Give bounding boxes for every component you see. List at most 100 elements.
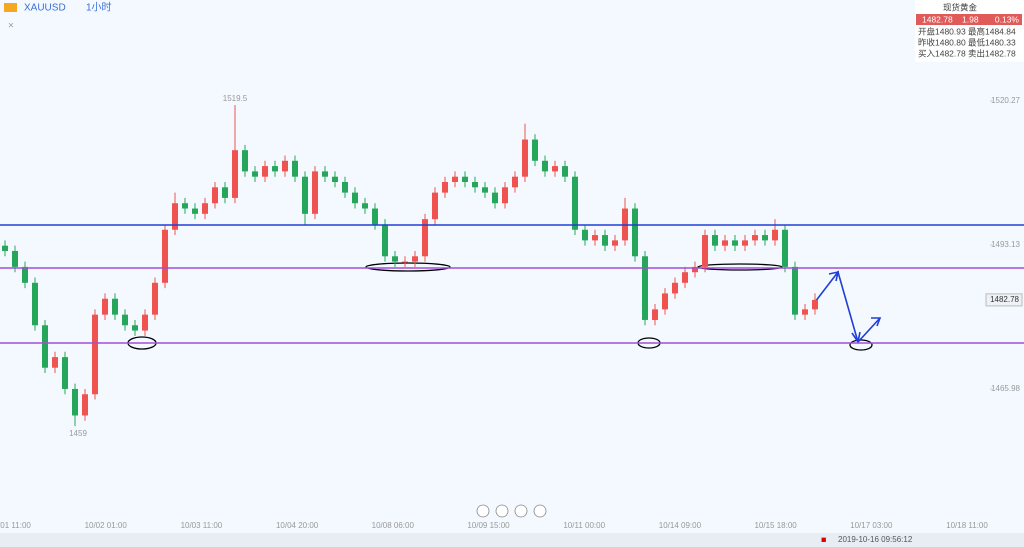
timestamp: 2019-10-16 09:56:12 — [838, 535, 913, 544]
candle-body — [402, 261, 408, 263]
candle-body — [562, 166, 568, 177]
x-tick-label: 10/03 11:00 — [181, 521, 223, 530]
candle-body — [312, 171, 318, 214]
quote-cell: 1484.84 — [985, 26, 1016, 36]
y-tick-label: 1520.27 — [991, 96, 1020, 105]
candle-body — [302, 176, 308, 214]
candle-body — [722, 240, 728, 246]
candle-body — [432, 192, 438, 220]
quote-cell: 1482.78 — [985, 48, 1016, 58]
candle-body — [112, 298, 118, 315]
candle-body — [532, 139, 538, 161]
quote-panel — [915, 0, 1024, 62]
quote-cell: 最低 — [968, 37, 986, 47]
candle-body — [792, 266, 798, 315]
candle-body — [502, 187, 508, 204]
x-tick-label: 10/08 06:00 — [372, 521, 415, 530]
candle-body — [492, 192, 498, 204]
candle-body — [322, 171, 328, 177]
candle-body — [282, 160, 288, 172]
candle-body — [582, 229, 588, 241]
candle-body — [552, 166, 558, 172]
symbol[interactable]: XAUUSD — [24, 3, 66, 14]
quote-cell: 1480.33 — [985, 37, 1016, 47]
candle-body — [272, 166, 278, 172]
interval[interactable]: 1小时 — [86, 2, 112, 14]
status-bar — [0, 533, 1024, 547]
candle-body — [752, 235, 758, 241]
y-tick-label: 1493.13 — [991, 240, 1020, 249]
x-tick-label: 10/18 11:00 — [946, 521, 988, 530]
candle-body — [512, 176, 518, 188]
candle-body — [702, 235, 708, 267]
candle-body — [2, 245, 8, 251]
x-tick-label: 10/17 03:00 — [850, 521, 893, 530]
candle-body — [162, 229, 168, 283]
flag: ■ — [821, 534, 826, 544]
zoom-controls[interactable] — [476, 504, 547, 518]
candle-body — [92, 314, 98, 395]
candle-body — [692, 266, 698, 273]
candle-body — [102, 298, 108, 315]
candles — [2, 105, 818, 427]
candle-body — [572, 176, 578, 230]
quote-change: 1.98 — [962, 14, 979, 24]
candle-body — [22, 266, 28, 283]
candle-body — [712, 235, 718, 246]
quote-title: 现货黄金 — [943, 2, 978, 12]
candle-body — [72, 388, 78, 416]
candle-body — [362, 203, 368, 209]
candle-body — [222, 187, 228, 198]
candle-body — [442, 182, 448, 193]
candle-body — [52, 357, 58, 368]
x-tick-label: 10/09 15:00 — [467, 521, 510, 530]
forecast-arrows — [814, 270, 882, 345]
candle-body — [602, 235, 608, 246]
candle-body — [772, 229, 778, 241]
candle-body — [652, 309, 658, 320]
candle-body — [782, 229, 788, 267]
candle-body — [522, 139, 528, 177]
last-price-label: 1482.78 — [990, 295, 1019, 304]
candle-body — [242, 150, 248, 172]
candle-body — [762, 235, 768, 241]
quote-cell: 1482.78 — [935, 48, 966, 58]
last-price-box — [985, 293, 1023, 307]
candle-body — [262, 166, 268, 177]
candle-body — [542, 160, 548, 172]
candle-body — [352, 192, 358, 204]
candle-body — [372, 208, 378, 225]
candle-body — [732, 240, 738, 246]
close-icon[interactable]: × — [8, 21, 14, 32]
x-tick-label: 10/02 01:00 — [85, 521, 128, 530]
quote-cell: 最高 — [968, 26, 985, 36]
candle-body — [62, 357, 68, 389]
candle-body — [142, 314, 148, 331]
candle-body — [642, 256, 648, 320]
candle-body — [252, 171, 258, 177]
candle-body — [82, 394, 88, 416]
candle-body — [632, 208, 638, 257]
candle-body — [122, 314, 128, 326]
quote-bar — [916, 14, 1022, 25]
x-tick-label: 10/04 20:00 — [276, 521, 319, 530]
candle-body — [332, 176, 338, 182]
x-tick-label: 10/15 18:00 — [754, 521, 797, 530]
candle-body — [392, 256, 398, 262]
quote-cell: 昨收 — [918, 37, 936, 47]
quote-cell: 1480.80 — [935, 37, 966, 47]
high-label: 1519.5 — [223, 94, 248, 103]
candle-body — [342, 182, 348, 193]
candle-body — [12, 250, 18, 267]
low-label: 1459 — [69, 429, 87, 438]
candle-body — [462, 176, 468, 182]
quote-price: 1482.78 — [922, 14, 953, 24]
candle-body — [452, 176, 458, 182]
candle-body — [412, 256, 418, 262]
candle-body — [612, 240, 618, 246]
candle-body — [232, 150, 238, 198]
candle-body — [292, 160, 298, 177]
candle-body — [192, 208, 198, 214]
